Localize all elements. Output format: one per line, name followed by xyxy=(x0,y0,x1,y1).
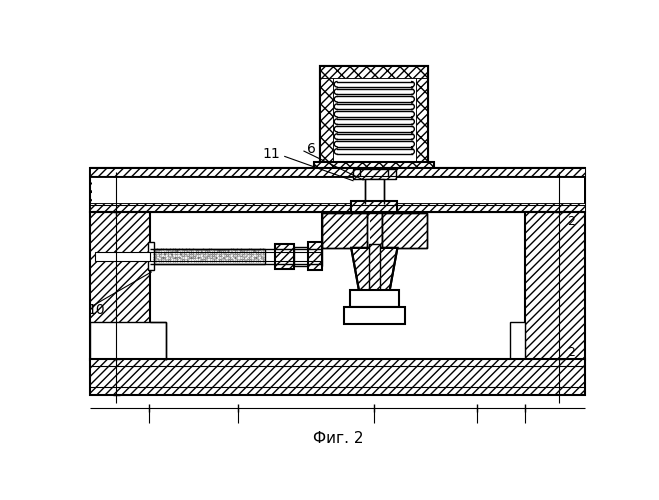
Bar xyxy=(320,66,333,170)
Bar xyxy=(314,162,434,176)
Bar xyxy=(369,244,380,292)
Bar xyxy=(90,212,150,360)
Bar xyxy=(294,247,322,266)
Polygon shape xyxy=(322,213,366,248)
Bar xyxy=(92,170,584,211)
Bar xyxy=(351,201,397,213)
Bar xyxy=(366,213,382,256)
Bar xyxy=(350,290,399,307)
Bar xyxy=(90,203,585,212)
Bar xyxy=(275,244,294,268)
Bar xyxy=(320,66,428,78)
Text: Фиг. 2: Фиг. 2 xyxy=(313,432,363,446)
Text: 10: 10 xyxy=(88,303,105,318)
Polygon shape xyxy=(382,213,426,248)
Bar xyxy=(525,212,585,360)
Bar xyxy=(353,170,396,179)
Bar xyxy=(320,66,428,78)
Bar xyxy=(308,242,322,270)
Bar xyxy=(90,359,585,395)
Bar xyxy=(90,168,585,212)
Bar xyxy=(353,170,396,179)
Bar xyxy=(314,162,434,176)
Text: 6: 6 xyxy=(307,142,316,156)
Bar xyxy=(328,220,370,242)
Text: 2: 2 xyxy=(567,215,575,228)
Bar xyxy=(90,212,150,360)
Bar xyxy=(365,180,384,204)
Bar xyxy=(351,201,397,213)
Bar xyxy=(369,244,380,292)
Bar xyxy=(90,322,165,360)
Bar xyxy=(525,212,585,360)
Bar xyxy=(148,242,154,270)
Bar xyxy=(90,203,585,212)
Bar xyxy=(95,252,150,261)
Bar xyxy=(308,242,322,270)
Bar xyxy=(322,213,426,248)
Text: 2: 2 xyxy=(567,346,575,359)
Bar xyxy=(525,212,585,360)
Bar xyxy=(322,213,426,248)
Bar xyxy=(90,168,585,177)
Bar xyxy=(308,242,322,270)
Bar xyxy=(154,248,265,264)
Bar xyxy=(90,212,150,360)
Bar xyxy=(320,66,428,170)
Bar xyxy=(314,162,434,176)
Bar xyxy=(90,168,585,212)
Bar xyxy=(353,170,396,179)
Bar xyxy=(275,244,294,268)
Bar xyxy=(90,359,585,395)
Bar xyxy=(322,213,426,248)
Bar xyxy=(351,201,397,213)
Bar xyxy=(382,220,424,242)
Bar xyxy=(90,359,585,395)
Bar xyxy=(275,244,294,268)
Bar xyxy=(90,168,585,177)
Bar xyxy=(320,66,333,170)
Text: 11: 11 xyxy=(263,147,280,161)
Bar xyxy=(416,66,428,170)
Bar xyxy=(343,307,405,324)
Bar xyxy=(416,66,428,170)
Bar xyxy=(366,213,382,256)
Polygon shape xyxy=(351,248,397,290)
Bar xyxy=(510,322,525,360)
Bar xyxy=(366,213,382,256)
Bar xyxy=(360,168,388,176)
Bar xyxy=(90,168,585,212)
Bar xyxy=(369,244,380,292)
Bar xyxy=(320,66,428,170)
